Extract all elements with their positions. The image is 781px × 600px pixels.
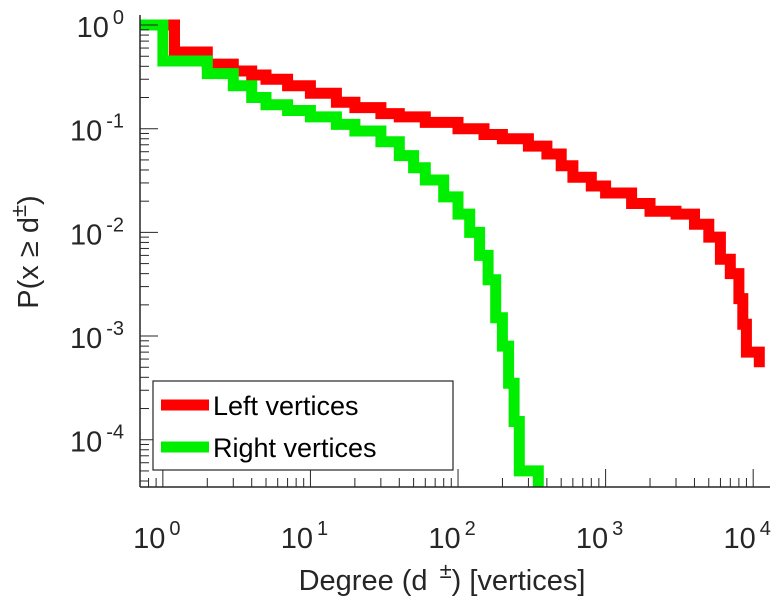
axes-layer: 10 0 10 1 10 2 10 3 10 4 10 0 10 -1 10 -2 10 -3 10 -4	[70, 7, 771, 555]
legend-box	[152, 380, 454, 471]
y-tick-label: 10 -2	[70, 214, 124, 251]
x-axis-label: Degree (d ±) [vertices]	[299, 558, 586, 597]
x-tick-label: 10 1	[281, 518, 328, 555]
y-tick-label: 10 -3	[70, 318, 124, 355]
series-line-left-vertices	[140, 19, 765, 368]
x-tick-label: 10 4	[723, 518, 770, 555]
legend-label-right-vertices: Right vertices	[213, 433, 377, 463]
x-tick-label: 10 3	[576, 518, 623, 555]
legend: Left vertices Right vertices	[152, 380, 454, 471]
y-tick-label: 10 0	[77, 7, 124, 44]
legend-label-left-vertices: Left vertices	[213, 391, 359, 421]
series-layer	[140, 19, 765, 487]
y-tick-label: 10 -4	[70, 422, 124, 459]
series-line-right-vertices	[140, 19, 544, 487]
y-tick-label: 10 -1	[70, 111, 124, 148]
axis-labels: Degree (d ±) [vertices] P(x ≥ d±)	[6, 195, 585, 597]
y-axis-label: P(x ≥ d±)	[6, 195, 45, 308]
x-tick-label: 10 2	[428, 518, 475, 555]
x-tick-label: 10 0	[133, 518, 180, 555]
